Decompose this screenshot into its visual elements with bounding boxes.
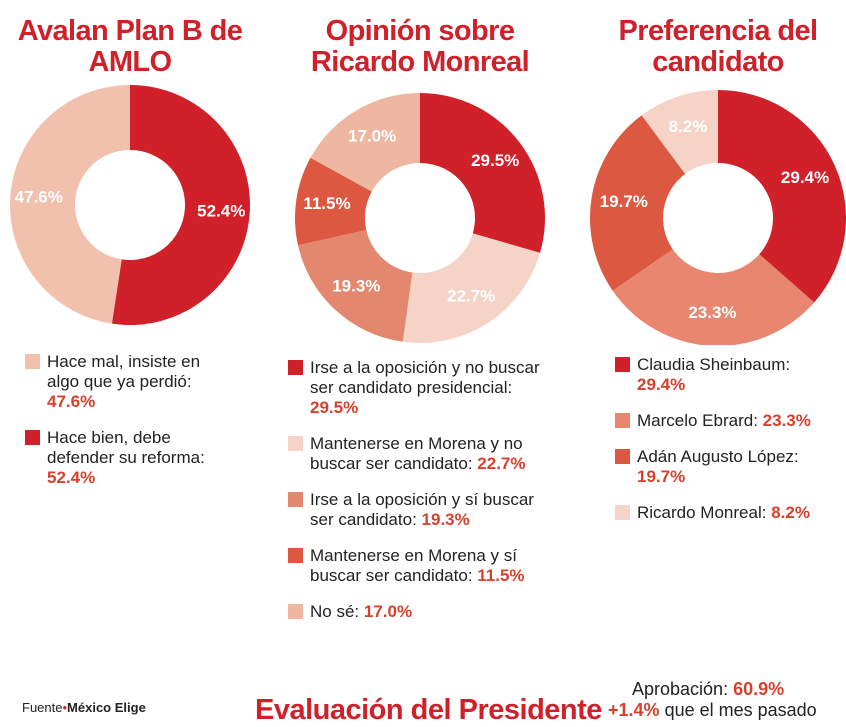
slice bbox=[590, 115, 686, 291]
legend-value: 8.2% bbox=[771, 503, 810, 522]
legend-item: Marcelo Ebrard: 23.3% bbox=[615, 411, 840, 431]
legend-value: 47.6% bbox=[47, 392, 96, 411]
legend-value: 11.5% bbox=[477, 566, 525, 585]
slice-label: 23.3% bbox=[688, 303, 736, 322]
slice-label: 47.6% bbox=[15, 188, 63, 207]
change-value: +1.4% bbox=[608, 700, 660, 720]
legend-swatch bbox=[25, 430, 40, 445]
legend-label: Mantenerse en Morena y no buscar ser can… bbox=[310, 434, 523, 473]
legend-value: 29.5% bbox=[310, 398, 359, 417]
legend: Claudia Sheinbaum: 29.4% Marcelo Ebrard: … bbox=[615, 355, 840, 539]
legend-label: Claudia Sheinbaum: bbox=[637, 355, 791, 374]
slice bbox=[9, 85, 131, 324]
slice-label: 29.5% bbox=[471, 151, 519, 170]
chart-title: Preferencia del candidato bbox=[618, 15, 819, 78]
legend-item: Claudia Sheinbaum: 29.4% bbox=[615, 355, 840, 395]
legend-label: Ricardo Monreal: bbox=[637, 503, 767, 522]
change-text: que el mes pasado bbox=[664, 700, 817, 720]
slice bbox=[641, 90, 718, 174]
legend-label: Marcelo Ebrard: bbox=[637, 411, 758, 430]
source-name: México Elige bbox=[67, 700, 146, 715]
slice bbox=[111, 85, 250, 325]
slice-label: 29.4% bbox=[781, 168, 829, 187]
legend-label: Adán Augusto López: bbox=[637, 447, 799, 466]
legend-label: Irse a la oposición y sí buscar ser cand… bbox=[310, 490, 534, 529]
legend-value: 29.4% bbox=[637, 375, 686, 394]
legend-value: 17.0% bbox=[363, 602, 413, 621]
legend-value: 22.7% bbox=[477, 454, 526, 473]
slice bbox=[310, 93, 420, 192]
legend-swatch bbox=[288, 548, 303, 563]
slice bbox=[402, 233, 541, 343]
legend-item: Mantenerse en Morena y no buscar ser can… bbox=[288, 434, 558, 474]
legend-swatch bbox=[288, 604, 303, 619]
slice bbox=[420, 93, 545, 253]
legend-item: Irse a la oposición y no buscar ser cand… bbox=[288, 358, 558, 418]
evaluation-title: Evaluación del Presidente bbox=[255, 694, 602, 726]
approval: Aprobación: 60.9% bbox=[632, 679, 784, 700]
slice-label: 19.3% bbox=[332, 277, 380, 296]
legend-item: Hace bien, debe defender su reforma: 52.… bbox=[25, 428, 235, 488]
legend: Hace mal, insiste en algo que ya perdió:… bbox=[25, 352, 235, 504]
legend-value: 23.3% bbox=[762, 411, 811, 430]
slice-label: 22.7% bbox=[447, 286, 495, 305]
legend-swatch bbox=[288, 492, 303, 507]
legend: Irse a la oposición y no buscar ser cand… bbox=[288, 358, 558, 638]
chart-title: Avalan Plan B de AMLO bbox=[17, 15, 243, 78]
slice bbox=[295, 157, 372, 246]
legend-value: 52.4% bbox=[47, 468, 96, 487]
legend-swatch bbox=[615, 413, 630, 428]
legend-item: Adán Augusto López: 19.7% bbox=[615, 447, 840, 487]
change: +1.4% que el mes pasado bbox=[608, 700, 817, 721]
legend-swatch bbox=[288, 436, 303, 451]
approval-label: Aprobación: bbox=[632, 679, 729, 699]
slice bbox=[612, 249, 815, 345]
legend-swatch bbox=[25, 354, 40, 369]
source-label: Fuente bbox=[22, 700, 63, 715]
legend-label: Mantenerse en Morena y sí buscar ser can… bbox=[310, 546, 517, 585]
legend-swatch bbox=[615, 357, 630, 372]
legend-item: Hace mal, insiste en algo que ya perdió:… bbox=[25, 352, 235, 412]
slice-label: 8.2% bbox=[669, 117, 708, 136]
legend-value: 19.7% bbox=[637, 467, 686, 486]
legend-swatch bbox=[615, 449, 630, 464]
legend-label: Irse a la oposición y no buscar ser cand… bbox=[310, 358, 540, 397]
slice bbox=[298, 229, 413, 342]
legend-swatch bbox=[288, 360, 303, 375]
legend-item: Mantenerse en Morena y sí buscar ser can… bbox=[288, 546, 558, 586]
legend-item: No sé: 17.0% bbox=[288, 602, 558, 622]
approval-value: 60.9% bbox=[733, 679, 785, 699]
charts: 47.6% 52.4% 29.5% 22.7% 19.3% 11.5% 17.0% 29.4%… bbox=[9, 85, 846, 345]
slice-label: 19.7% bbox=[600, 192, 648, 211]
legend-item: Irse a la oposición y sí buscar ser cand… bbox=[288, 490, 558, 530]
legend-swatch bbox=[615, 505, 630, 520]
source: Fuente•México Elige bbox=[22, 700, 146, 715]
bullet: • bbox=[62, 700, 68, 715]
slice-label: 52.4% bbox=[197, 201, 245, 220]
slice bbox=[718, 90, 846, 303]
legend-label: Hace bien, debe defender su reforma: bbox=[47, 428, 205, 467]
legend-value: 19.3% bbox=[421, 510, 470, 529]
legend-label: No sé: bbox=[310, 602, 360, 621]
legend-label: Hace mal, insiste en algo que ya perdió: bbox=[47, 352, 201, 391]
slice-label: 11.5% bbox=[303, 194, 350, 213]
legend-item: Ricardo Monreal: 8.2% bbox=[615, 503, 840, 523]
slice-label: 17.0% bbox=[348, 127, 396, 146]
chart-title: Opinión sobre Ricardo Monreal bbox=[310, 15, 530, 78]
